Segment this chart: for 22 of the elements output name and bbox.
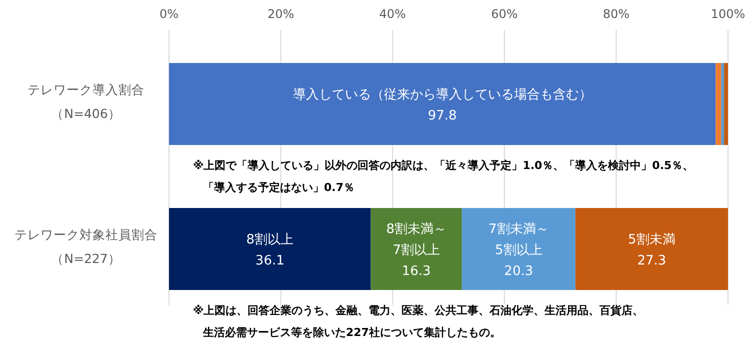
- series-label: 導入している（従来から導入している場合も含む）: [292, 88, 592, 102]
- series-label: 5割未満: [628, 232, 676, 248]
- annotation: ※上図は、回答企業のうち、金融、電力、医薬、公共工事、石油化学、生活用品、百貨店、: [193, 304, 644, 317]
- x-tick-label: 40%: [379, 7, 406, 21]
- data-label: 36.1: [255, 254, 284, 268]
- series-label: 8割以上: [246, 232, 294, 248]
- annotation: 「導入する予定はない」0.7％: [203, 181, 354, 194]
- series-label: 8割未満～7割以上: [386, 222, 446, 258]
- y-tick-label: テレワーク対象社員割合（N=227）: [14, 227, 158, 266]
- annotation: ※上図で「導入している」以外の回答の内訳は、「近々導入予定」1.0％、「導入を検討中」0.5％、: [193, 159, 694, 172]
- data-label: 27.3: [637, 254, 666, 268]
- y-tick-label: テレワーク導入割合（N=406）: [28, 82, 144, 121]
- data-label: 97.8: [428, 108, 457, 124]
- x-tick-label: 0%: [159, 7, 179, 21]
- data-label: 16.3: [402, 264, 431, 279]
- text: 生活必需サービス等を除いた227社について集計したもの。: [202, 326, 501, 339]
- data-label: 20.3: [504, 264, 534, 279]
- x-tick-label: 100%: [710, 7, 746, 21]
- x-tick-label: 60%: [491, 7, 518, 21]
- x-tick-label: 20%: [267, 7, 294, 21]
- x-tick-label: 80%: [602, 7, 630, 21]
- series-label: 7割未満～5割以上: [488, 222, 549, 258]
